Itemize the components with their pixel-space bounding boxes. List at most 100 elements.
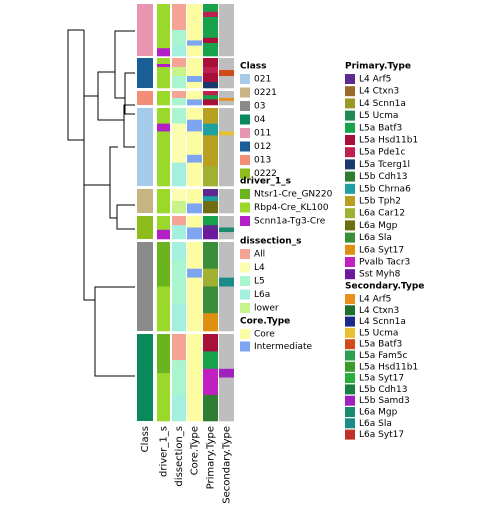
legend-label: 03	[254, 102, 265, 112]
legend-swatch	[345, 74, 355, 84]
cell	[203, 95, 218, 100]
legend-label: 013	[254, 156, 271, 166]
legend-swatch	[345, 232, 355, 243]
cell	[219, 70, 234, 77]
cell	[172, 30, 186, 46]
legend-title: Secondary.Type	[345, 282, 424, 292]
dendrogram	[67, 29, 135, 377]
cell	[172, 360, 186, 396]
cell	[203, 108, 218, 124]
cell	[203, 43, 218, 57]
cell	[157, 64, 170, 68]
legend-label: 021	[254, 75, 271, 85]
cell	[203, 4, 218, 13]
legend-swatch	[240, 262, 250, 273]
cell	[187, 162, 202, 187]
cell	[219, 286, 234, 332]
cell	[219, 98, 234, 102]
legend-label: L4 Ctxn3	[359, 87, 399, 97]
cell	[219, 189, 234, 214]
legend-swatch	[345, 339, 355, 350]
legend-swatch	[345, 305, 355, 316]
legend-swatch	[240, 87, 250, 98]
cell	[187, 189, 202, 204]
legend-swatch	[345, 98, 355, 109]
legend-label: L6a Mgp	[359, 408, 398, 418]
cell	[219, 58, 234, 71]
cell	[157, 216, 170, 231]
cell	[157, 58, 170, 65]
cell	[157, 229, 170, 240]
cell	[187, 108, 202, 120]
cell	[137, 108, 153, 186]
column-label: dissection_s	[174, 426, 185, 487]
heatmap-cells	[137, 4, 234, 422]
cell	[203, 135, 218, 167]
cell	[203, 17, 218, 39]
legend-label: L5a Batf3	[359, 340, 402, 350]
legend-label: 0222	[254, 169, 277, 179]
legend-label: 0221	[254, 88, 277, 98]
cell	[187, 203, 202, 214]
legend-label: L6a Syt17	[359, 430, 404, 440]
cell	[219, 334, 234, 370]
cell	[203, 67, 218, 74]
cell	[203, 166, 218, 187]
cell	[172, 76, 186, 89]
cell	[157, 4, 170, 49]
legend-swatch	[240, 141, 250, 152]
cell	[137, 242, 153, 331]
legend-label: L5b Chrna6	[359, 184, 411, 194]
cell	[203, 82, 218, 89]
legend-swatch	[345, 395, 355, 406]
cell	[187, 227, 202, 240]
legend-label: L5b Samd3	[359, 396, 410, 406]
cell	[187, 277, 202, 332]
legend-swatch	[240, 74, 250, 84]
legend-label: Rbp4-Cre_KL100	[254, 203, 329, 213]
legend-label: Scnn1a-Tg3-Cre	[254, 217, 326, 227]
cell	[172, 225, 186, 240]
legend-label: L4 Arf5	[359, 295, 391, 305]
cell	[219, 91, 234, 99]
legend-title: Class	[240, 62, 266, 72]
cell	[187, 76, 202, 83]
cell	[203, 91, 218, 96]
cell	[187, 334, 202, 422]
cell	[172, 91, 186, 99]
cell	[137, 334, 153, 421]
cell	[172, 216, 186, 226]
legend-swatch	[240, 289, 250, 300]
legend-swatch	[240, 249, 250, 259]
legend-swatch	[345, 361, 355, 372]
cell	[172, 123, 186, 163]
legend-swatch	[240, 155, 250, 165]
cell	[187, 91, 202, 100]
column-label: Primary.Type	[206, 426, 217, 489]
cell	[219, 131, 234, 136]
cell	[172, 189, 186, 202]
cell	[172, 45, 186, 57]
cell	[203, 11, 218, 18]
cell	[172, 304, 186, 332]
cell	[219, 227, 234, 233]
legend-label: L6a Car12	[359, 209, 405, 219]
cell	[203, 268, 218, 287]
cell	[187, 268, 202, 278]
cell	[137, 189, 153, 213]
cell	[157, 48, 170, 57]
cell	[137, 91, 153, 105]
cell	[187, 242, 202, 269]
cell	[203, 368, 218, 396]
legend-swatch	[345, 373, 355, 384]
legend-label: 04	[254, 115, 266, 125]
legend-swatch	[345, 220, 355, 231]
legend-label: L5a Batf3	[359, 123, 402, 133]
column-label: Secondary.Type	[222, 426, 233, 504]
cell	[203, 351, 218, 370]
cell	[219, 277, 234, 287]
cell	[203, 189, 218, 197]
cell	[203, 73, 218, 83]
cell	[157, 242, 170, 287]
legend-label: L5a Syt17	[359, 374, 404, 384]
